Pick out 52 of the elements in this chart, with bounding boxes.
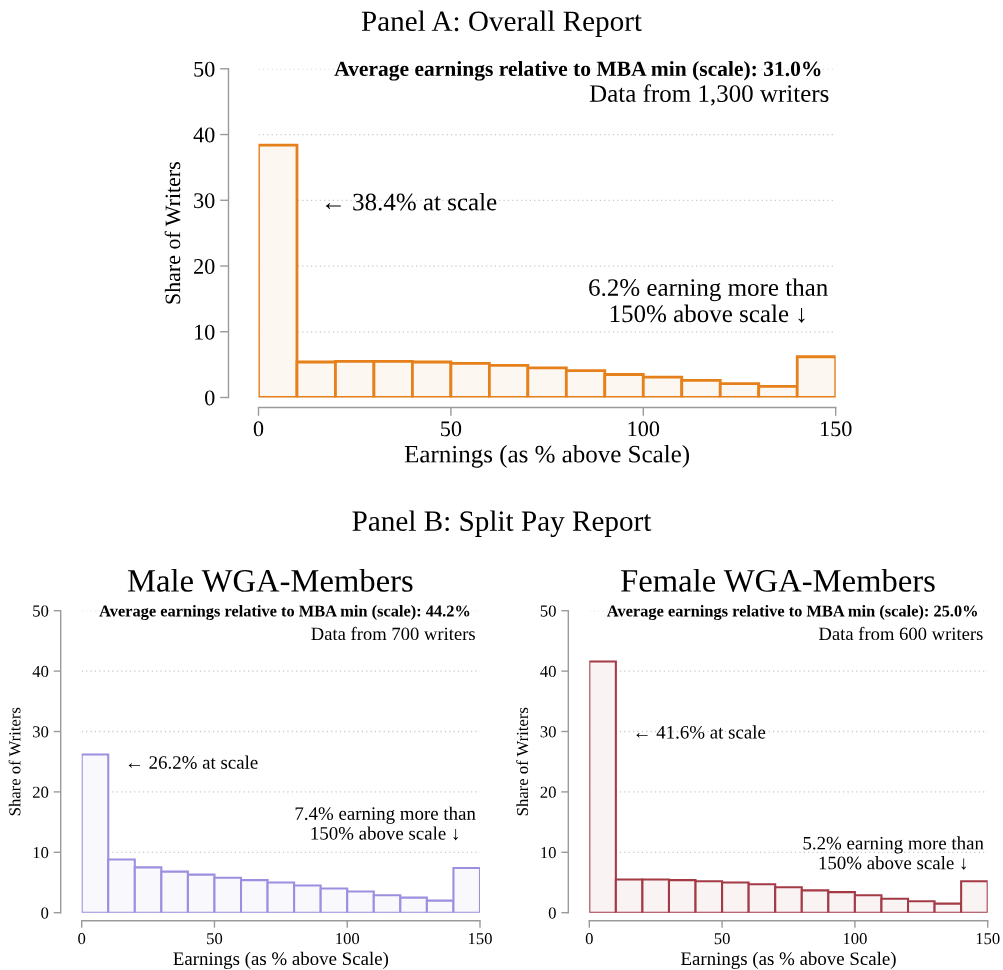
chart-title: Panel A: Overall Report: [361, 10, 642, 38]
chart-subtitle: Male WGA-Members: [127, 568, 413, 593]
y-axis-title: Share of Writers: [8, 707, 21, 816]
y-tick-label: 40: [32, 665, 49, 678]
annotation: ← 26.2% at scale: [128, 755, 258, 769]
x-axis-title: Earnings (as % above Scale): [681, 951, 896, 969]
y-tick-label: 0: [205, 390, 215, 406]
y-tick-label: 30: [33, 726, 49, 738]
y-tick-label: 30: [540, 726, 556, 738]
y-axis-title: Share of Writers: [516, 707, 529, 816]
y-tick-label: 50: [194, 61, 215, 77]
y-tick-label: 10: [541, 847, 556, 859]
annotation: Data from 600 writers: [818, 626, 983, 641]
annotation: 5.2% earning more than 150% above scale ↓: [803, 836, 984, 870]
x-tick-label: 100: [336, 932, 360, 945]
y-tick-label: 20: [540, 786, 556, 798]
annotation: Data from 700 writers: [311, 626, 475, 641]
x-tick-label: 100: [843, 932, 867, 945]
x-tick-label: 50: [441, 421, 462, 437]
y-tick-label: 20: [32, 786, 49, 798]
x-tick-label: 0: [78, 932, 86, 945]
y-tick-label: 0: [548, 907, 556, 919]
y-tick-label: 50: [540, 605, 556, 617]
x-tick-label: 150: [976, 932, 1000, 945]
x-tick-label: 150: [468, 932, 492, 945]
y-tick-label: 20: [194, 258, 215, 274]
y-tick-label: 30: [194, 193, 215, 209]
annotation: Data from 1,300 writers: [589, 84, 829, 106]
x-tick-label: 0: [253, 421, 264, 437]
x-tick-label: 100: [628, 421, 660, 437]
y-tick-label: 10: [33, 847, 49, 859]
annotation: ← 38.4% at scale: [325, 192, 497, 211]
x-tick-label: 50: [207, 932, 223, 945]
y-tick-label: 40: [540, 665, 556, 678]
y-tick-label: 0: [41, 907, 49, 919]
annotation: Average earnings relative to MBA min (scale): 44.2%: [99, 605, 470, 621]
annotation: 7.4% earning more than 150% above scale ↓: [295, 806, 476, 841]
annotation: Average earnings relative to MBA min (scale): 25.0%: [606, 605, 977, 621]
x-tick-label: 0: [585, 932, 593, 945]
chart-subtitle: Female WGA-Members: [621, 568, 935, 593]
chart-title: Panel B: Split Pay Report: [352, 510, 652, 537]
x-tick-label: 150: [820, 421, 852, 437]
y-axis-title: Share of Writers: [164, 162, 181, 304]
annotation: ← 41.6% at scale: [636, 725, 766, 739]
annotation: Average earnings relative to MBA min (scale): 31.0%: [334, 60, 821, 81]
annotation: 6.2% earning more than 150% above scale ↓: [589, 278, 828, 323]
x-axis-title: Earnings (as % above Scale): [173, 951, 389, 969]
y-tick-label: 50: [33, 605, 49, 617]
x-tick-label: 50: [714, 932, 730, 945]
x-axis-title: Earnings (as % above Scale): [404, 445, 689, 468]
y-tick-label: 40: [193, 127, 215, 143]
y-tick-label: 10: [195, 324, 215, 340]
